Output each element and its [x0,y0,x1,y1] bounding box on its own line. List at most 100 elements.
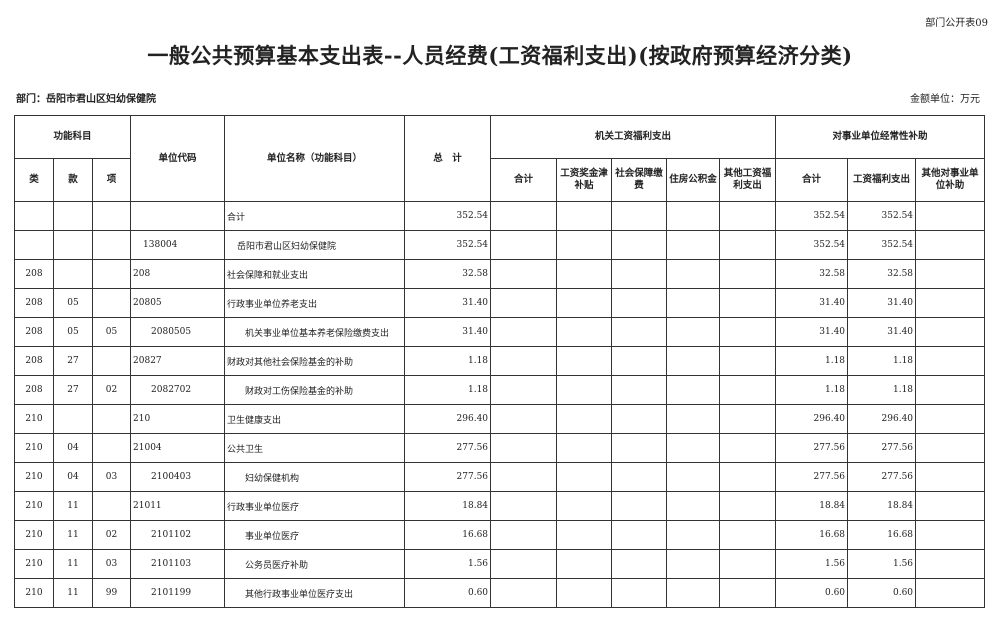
kuan-cell: 11 [53,491,93,521]
lei-cell: 208 [14,288,54,318]
header-kuan: 款 [53,158,93,202]
organ-housing-cell [666,549,721,579]
kuan-cell: 11 [53,549,93,579]
inst-total-cell: 32.58 [775,259,849,289]
xiang-cell [91,404,132,434]
inst-total-cell: 277.56 [775,462,849,492]
header-inst-group: 对事业单位经常性补助 [775,115,986,159]
organ-housing-cell [666,578,721,608]
unit-name-cell: 公务员医疗补助 [224,549,406,579]
inst-other-cell [915,491,986,521]
organ-social-cell [611,578,668,608]
inst-other-cell [915,404,986,434]
inst-wage-cell: 0.60 [847,578,917,608]
unit-code-cell: 21011 [130,491,226,521]
organ-total-cell [490,520,558,550]
organ-housing-cell [666,259,721,289]
table-row: 210 11 03 2101103 公务员医疗补助 1.56 1.56 1.56 [14,549,986,579]
organ-housing-cell [666,462,721,492]
unit-name-cell: 行政事业单位医疗 [224,491,406,521]
inst-other-cell [915,375,986,405]
organ-total-cell [490,578,558,608]
organ-housing-cell [666,288,721,318]
organ-social-cell [611,433,668,463]
organ-social-cell [611,288,668,318]
xiang-cell [91,201,132,231]
header-inst-other: 其他对事业单位补助 [915,158,986,202]
organ-total-cell [490,549,558,579]
kuan-cell: 11 [53,578,93,608]
header-inst-total: 合计 [775,158,849,202]
xiang-cell [91,433,132,463]
inst-wage-cell: 352.54 [847,201,917,231]
lei-cell: 208 [14,259,54,289]
organ-social-cell [611,549,668,579]
organ-other-cell [719,317,777,347]
organ-social-cell [611,404,668,434]
kuan-cell: 11 [53,520,93,550]
inst-total-cell: 1.18 [775,346,849,376]
xiang-cell: 03 [91,462,132,492]
unit-code-cell: 2080505 [130,317,226,347]
inst-wage-cell: 1.56 [847,549,917,579]
inst-wage-cell: 31.40 [847,317,917,347]
organ-wage-cell [556,230,613,260]
header-function-subject: 功能科目 [13,115,132,159]
inst-other-cell [915,578,986,608]
form-number: 部门公开表09 [925,18,988,29]
unit-name-cell: 岳阳市君山区妇幼保健院 [224,230,406,260]
table-row: 208 05 20805 行政事业单位养老支出 31.40 31.40 31.40 [14,288,986,318]
inst-total-cell: 352.54 [775,230,849,260]
table-row: 208 208 社会保障和就业支出 32.58 32.58 32.58 [14,259,986,289]
xiang-cell: 02 [91,520,132,550]
inst-total-cell: 16.68 [775,520,849,550]
department-label: 部门：岳阳市君山区妇幼保健院 [16,94,156,105]
kuan-cell: 27 [53,375,93,405]
page-title: 一般公共预算基本支出表--人员经费(工资福利支出)(按政府预算经济分类) [147,43,853,68]
kuan-cell: 04 [53,462,93,492]
kuan-cell [53,230,93,260]
organ-wage-cell [556,433,613,463]
inst-wage-cell: 18.84 [847,491,917,521]
xiang-cell [91,288,132,318]
inst-total-cell: 352.54 [775,201,849,231]
organ-wage-cell [556,578,613,608]
kuan-cell [53,201,93,231]
lei-cell: 208 [14,375,54,405]
unit-name-cell: 其他行政事业单位医疗支出 [224,578,406,608]
inst-total-cell: 1.56 [775,549,849,579]
lei-cell: 210 [14,404,54,434]
organ-housing-cell [666,491,721,521]
lei-cell: 210 [14,433,54,463]
organ-total-cell [490,346,558,376]
kuan-cell: 27 [53,346,93,376]
inst-wage-cell: 31.40 [847,288,917,318]
unit-code-cell [130,201,226,231]
inst-other-cell [915,317,986,347]
header-lei: 类 [14,158,54,202]
organ-total-cell [490,201,558,231]
header-unit-name: 单位名称（功能科目） [224,115,406,202]
total-cell: 1.18 [404,375,492,405]
table-row: 210 210 卫生健康支出 296.40 296.40 296.40 [14,404,986,434]
organ-other-cell [719,404,777,434]
unit-name-cell: 事业单位医疗 [224,520,406,550]
lei-cell: 210 [14,520,54,550]
unit-code-cell: 2101103 [130,549,226,579]
inst-wage-cell: 16.68 [847,520,917,550]
inst-total-cell: 31.40 [775,288,849,318]
unit-code-cell: 21004 [130,433,226,463]
organ-wage-cell [556,549,613,579]
organ-other-cell [719,462,777,492]
organ-total-cell [490,259,558,289]
table-row: 210 11 99 2101199 其他行政事业单位医疗支出 0.60 0.60 0.60 [14,578,986,608]
organ-social-cell [611,346,668,376]
inst-wage-cell: 277.56 [847,433,917,463]
organ-housing-cell [666,317,721,347]
table-row: 合计 352.54 352.54 352.54 [14,201,986,231]
organ-wage-cell [556,520,613,550]
organ-other-cell [719,230,777,260]
inst-wage-cell: 1.18 [847,346,917,376]
organ-other-cell [719,578,777,608]
unit-code-cell: 2101102 [130,520,226,550]
